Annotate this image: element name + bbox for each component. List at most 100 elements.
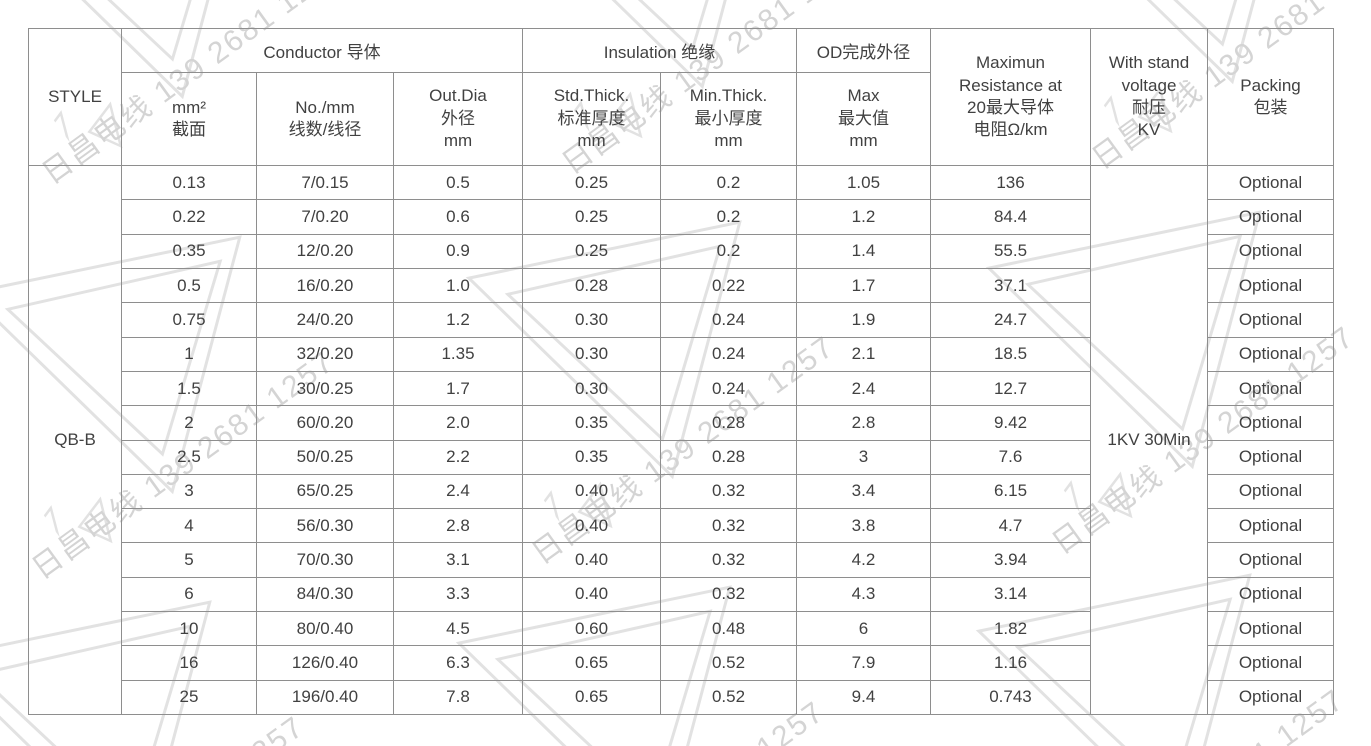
cell-od-max: 3 xyxy=(796,439,931,475)
header-std-thick-line1: Std.Thick. xyxy=(553,86,630,106)
header-od-max: Max 最大值 mm xyxy=(796,72,931,166)
cell-out-dia: 4.5 xyxy=(393,611,523,647)
cell-out-dia: 7.8 xyxy=(393,679,523,716)
header-withstand-line2: voltage xyxy=(1121,75,1177,95)
cell-resistance: 1.82 xyxy=(930,611,1091,647)
cell-resistance: 6.15 xyxy=(930,473,1091,510)
cell-out-dia: 0.9 xyxy=(393,233,523,269)
header-mm2-line1: mm² xyxy=(172,97,206,117)
header-min-thick: Min.Thick. 最小厚度 mm xyxy=(660,72,797,166)
header-min-thick-line3: mm xyxy=(714,131,743,151)
cell-od-max: 9.4 xyxy=(796,679,931,716)
cell-resistance: 84.4 xyxy=(930,199,1091,235)
header-out-dia: Out.Dia 外径 mm xyxy=(393,72,523,166)
cell-mm2: 1 xyxy=(121,336,257,372)
cell-std-thick: 0.30 xyxy=(522,302,661,338)
table-row: 4 56/0.30 2.8 0.40 0.32 3.8 4.7 Optional xyxy=(29,508,1334,544)
table-row: 5 70/0.30 3.1 0.40 0.32 4.2 3.94 Optional xyxy=(29,542,1334,578)
table-header: STYLE Conductor 导体 Insulation 绝缘 OD完成外径 … xyxy=(28,28,1334,166)
cell-min-thick: 0.28 xyxy=(660,439,797,475)
cell-min-thick: 0.32 xyxy=(660,508,797,544)
cell-resistance: 1.16 xyxy=(930,645,1091,681)
cell-min-thick: 0.52 xyxy=(660,679,797,716)
header-group-insulation: Insulation 绝缘 xyxy=(522,28,797,73)
cell-resistance: 7.6 xyxy=(930,439,1091,475)
cell-packing: Optional xyxy=(1207,267,1334,304)
cell-std-thick: 0.25 xyxy=(522,164,661,201)
cell-std-thick: 0.35 xyxy=(522,405,661,441)
table-row: QB-B 0.13 7/0.15 0.5 0.25 0.2 1.05 136 1KV 30Min… xyxy=(28,164,1334,715)
header-withstand-line4: KV xyxy=(1137,120,1161,140)
cell-packing: Optional xyxy=(1207,233,1334,269)
header-mm2: mm² 截面 xyxy=(121,72,257,166)
cell-packing: Optional xyxy=(1207,439,1334,475)
cell-resistance: 55.5 xyxy=(930,233,1091,269)
cell-packing: Optional xyxy=(1207,336,1334,372)
header-std-thick-line3: mm xyxy=(577,131,606,151)
header-packing-line1: Packing xyxy=(1240,75,1301,95)
cell-std-thick: 0.25 xyxy=(522,233,661,269)
header-withstand-line3: 耐压 xyxy=(1132,98,1166,117)
cell-no-mm: 32/0.20 xyxy=(256,336,394,372)
cell-od-max: 3.4 xyxy=(796,473,931,510)
cell-min-thick: 0.48 xyxy=(660,611,797,647)
header-resistance-line3: 20最大导体 xyxy=(967,98,1054,117)
cell-od-max: 2.8 xyxy=(796,405,931,441)
header-no-mm: No./mm 线数/线径 xyxy=(256,72,394,166)
cell-out-dia: 3.1 xyxy=(393,542,523,578)
cell-std-thick: 0.35 xyxy=(522,439,661,475)
header-od-max-line1: Max xyxy=(847,86,880,106)
header-std-thick: Std.Thick. 标准厚度 mm xyxy=(522,72,661,166)
cell-no-mm: 70/0.30 xyxy=(256,542,394,578)
cell-od-max: 1.9 xyxy=(796,302,931,338)
cable-spec-table: STYLE Conductor 导体 Insulation 绝缘 OD完成外径 … xyxy=(28,28,1334,716)
style-value-cell: QB-B xyxy=(28,165,122,715)
cell-packing: Optional xyxy=(1207,611,1334,647)
cell-mm2: 0.22 xyxy=(121,199,257,235)
cell-min-thick: 0.52 xyxy=(660,645,797,681)
cell-mm2: 0.35 xyxy=(121,233,257,269)
cell-no-mm: 196/0.40 xyxy=(256,679,394,716)
cell-min-thick: 0.24 xyxy=(660,302,797,338)
cell-resistance: 3.94 xyxy=(930,542,1091,578)
cell-od-max: 1.2 xyxy=(796,199,931,235)
cell-resistance: 3.14 xyxy=(930,576,1091,613)
cell-min-thick: 0.32 xyxy=(660,473,797,510)
header-group-conductor: Conductor 导体 xyxy=(121,28,523,73)
header-out-dia-line2: 外径 xyxy=(441,108,475,128)
cell-mm2: 4 xyxy=(121,508,257,544)
cell-std-thick: 0.28 xyxy=(522,267,661,304)
header-no-mm-line2: 线数/线径 xyxy=(288,120,362,139)
cell-resistance: 9.42 xyxy=(930,405,1091,441)
header-resistance-line1: Maximun xyxy=(976,53,1045,73)
header-resistance-line2: Resistance at xyxy=(959,75,1062,95)
cell-od-max: 2.1 xyxy=(796,336,931,372)
cell-resistance: 18.5 xyxy=(930,336,1091,372)
cell-mm2: 3 xyxy=(121,473,257,510)
cell-min-thick: 0.2 xyxy=(660,199,797,235)
cell-std-thick: 0.65 xyxy=(522,645,661,681)
cell-mm2: 25 xyxy=(121,679,257,716)
cell-std-thick: 0.40 xyxy=(522,473,661,510)
header-withstand: With stand voltage 耐压 KV xyxy=(1090,28,1208,166)
cell-packing: Optional xyxy=(1207,473,1334,510)
cell-std-thick: 0.25 xyxy=(522,199,661,235)
header-resistance: Maximun Resistance at 20最大导体 电阻Ω/km xyxy=(930,28,1091,166)
header-min-thick-line2: 最小厚度 xyxy=(694,108,763,128)
header-style: STYLE xyxy=(28,28,122,166)
cell-packing: Optional xyxy=(1207,645,1334,681)
cell-resistance: 0.743 xyxy=(930,679,1091,716)
cell-no-mm: 84/0.30 xyxy=(256,576,394,613)
header-no-mm-line1: No./mm xyxy=(295,97,355,117)
cell-out-dia: 3.3 xyxy=(393,576,523,613)
cell-min-thick: 0.2 xyxy=(660,164,797,201)
header-withstand-line1: With stand xyxy=(1108,53,1190,73)
cell-mm2: 6 xyxy=(121,576,257,613)
cell-packing: Optional xyxy=(1207,576,1334,613)
cell-mm2: 5 xyxy=(121,542,257,578)
cell-mm2: 10 xyxy=(121,611,257,647)
cell-od-max: 2.4 xyxy=(796,370,931,407)
cell-od-max: 1.7 xyxy=(796,267,931,304)
cell-od-max: 7.9 xyxy=(796,645,931,681)
cell-std-thick: 0.30 xyxy=(522,336,661,372)
